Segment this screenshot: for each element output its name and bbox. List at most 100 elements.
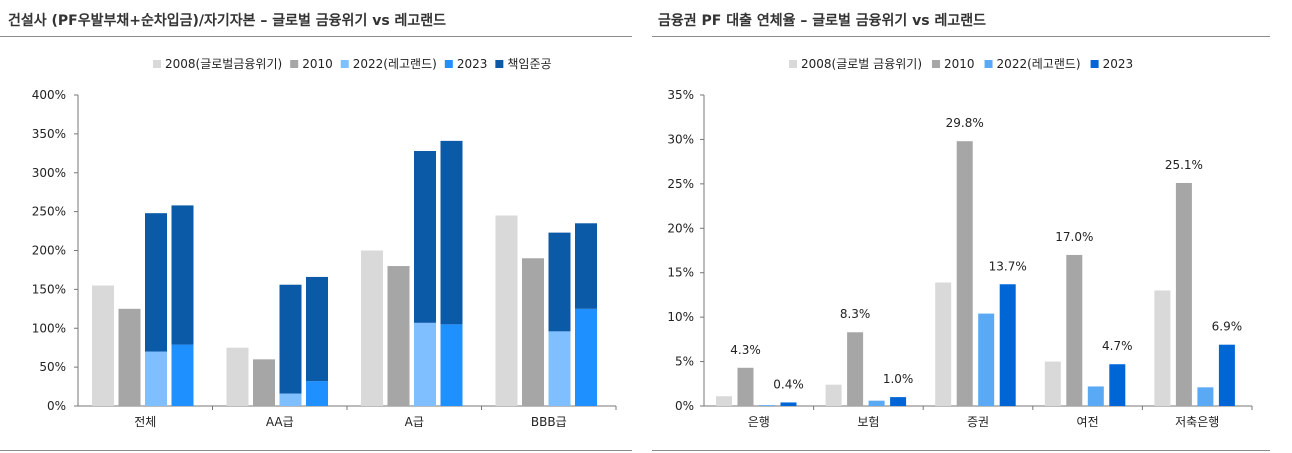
left-bar-2-3 <box>548 331 571 406</box>
left-y-tick-label: 400% <box>32 88 66 102</box>
right-data-label: 29.8% <box>946 116 984 130</box>
left-stack-bar-3-2 <box>440 140 463 325</box>
right-data-label: 6.9% <box>1212 320 1243 334</box>
right-chart-panel: 금융권 PF 대출 연체율 – 글로벌 금융위기 vs 레고랜드 2008(글로… <box>652 0 1292 453</box>
right-bar-3-3 <box>1109 364 1126 406</box>
left-stack-bar-3-3 <box>575 223 597 309</box>
right-data-label: 0.4% <box>773 377 804 391</box>
right-x-tick-label: 저축은행 <box>1175 414 1219 429</box>
right-bar-0-3 <box>1044 361 1061 406</box>
right-x-tick-label: 은행 <box>748 414 770 429</box>
left-bar-chart: 2008(글로벌금융위기) 2010 2022(레고랜드) 2023 책임준공 0% 50%… <box>32 56 617 429</box>
right-bar-0-0 <box>716 396 732 406</box>
right-bar-3-4 <box>1218 344 1235 406</box>
left-y-tick-label: 0% <box>47 399 66 413</box>
left-legend-swatch-2 <box>340 60 349 68</box>
right-chart-title: 금융권 PF 대출 연체율 – 글로벌 금융위기 vs 레고랜드 <box>658 13 986 29</box>
left-bar-2-1 <box>279 393 302 406</box>
left-y-tick-label: 50% <box>39 360 66 374</box>
left-legend-swatch-4 <box>495 60 504 68</box>
right-y-tick-label: 20% <box>667 221 694 235</box>
right-legend-swatch-2 <box>984 60 993 68</box>
right-y-tick-label: 0% <box>675 399 694 413</box>
right-data-label: 13.7% <box>989 259 1027 273</box>
left-chart-panel: 건설사 (PF우발부채+순차입금)/자기자본 – 글로벌 금융위기 vs 레고랜… <box>0 0 640 453</box>
right-bar-1-4 <box>1175 182 1192 406</box>
right-bar-2-3 <box>1087 386 1104 406</box>
left-bar-1-2 <box>387 266 410 406</box>
right-y-tick-label: 15% <box>667 266 694 280</box>
right-data-label: 4.7% <box>1102 339 1133 353</box>
right-data-label: 4.3% <box>730 343 761 357</box>
left-bar-0-3 <box>495 215 518 406</box>
right-bar-0-4 <box>1154 290 1171 406</box>
left-y-tick-label: 150% <box>32 282 66 296</box>
left-stack-bar-2-1 <box>279 284 302 394</box>
right-x-tick-label: 보험 <box>857 415 879 429</box>
left-bar-1-0 <box>118 308 141 406</box>
right-legend-label-1: 2010 <box>944 57 975 71</box>
right-title-divider <box>652 36 1270 37</box>
left-x-tick-label: A급 <box>405 415 424 429</box>
right-bar-1-3 <box>1066 254 1083 406</box>
right-bar-3-2 <box>999 284 1016 406</box>
left-legend-label-0: 2008(글로벌금융위기) <box>165 57 282 71</box>
right-bar-2-4 <box>1197 387 1214 406</box>
left-bar-0-2 <box>361 250 383 406</box>
left-legend-label-4: 책임준공 <box>507 56 551 71</box>
left-stack-bar-3-0 <box>171 205 194 345</box>
right-data-label: 8.3% <box>840 307 871 321</box>
right-x-tick-label: 여전 <box>1077 415 1099 429</box>
left-bar-3-1 <box>306 381 328 406</box>
right-y-tick-label: 25% <box>667 177 694 191</box>
right-legend-swatch-3 <box>1090 60 1099 68</box>
right-y-tick-label: 30% <box>667 132 694 146</box>
left-y-tick-label: 250% <box>32 205 66 219</box>
right-data-label: 25.1% <box>1165 158 1203 172</box>
right-y-tick-label: 35% <box>667 88 694 102</box>
right-bottom-divider <box>652 450 1270 451</box>
right-bar-3-0 <box>780 402 797 406</box>
left-title-divider <box>0 36 632 37</box>
left-bottom-divider <box>0 450 632 451</box>
left-bar-0-0 <box>92 285 114 406</box>
right-x-tick-label: 증권 <box>967 415 989 429</box>
left-stack-bar-2-2 <box>414 150 436 323</box>
left-x-tick-label: AA급 <box>266 415 294 429</box>
right-bar-2-0 <box>759 405 775 406</box>
left-legend-label-3: 2023 <box>457 57 488 71</box>
right-legend-label-3: 2023 <box>1103 57 1134 71</box>
right-bar-1-2 <box>956 141 973 406</box>
right-data-label: 17.0% <box>1055 230 1093 244</box>
left-x-tick-label: BBB급 <box>531 415 567 429</box>
left-y-tick-label: 350% <box>32 127 66 141</box>
right-legend-swatch-0 <box>789 60 797 68</box>
left-y-tick-label: 100% <box>32 321 66 335</box>
right-bar-1-1 <box>847 332 864 406</box>
right-bar-chart: 2008(글로벌 금융위기) 2010 2022(레고랜드) 2023 0% 5% 10% 1… <box>667 57 1253 429</box>
left-y-tick-label: 300% <box>32 166 66 180</box>
left-legend-swatch-1 <box>290 60 299 68</box>
right-y-tick-label: 5% <box>675 355 694 369</box>
right-legend-label-2: 2022(레고랜드) <box>997 57 1081 71</box>
left-bar-1-1 <box>253 359 275 406</box>
left-x-tick-label: 전체 <box>134 415 156 429</box>
left-legend-label-1: 2010 <box>302 57 333 71</box>
left-bar-2-2 <box>414 322 436 406</box>
right-bar-3-1 <box>890 397 907 406</box>
right-legend-label-0: 2008(글로벌 금융위기) <box>801 57 922 71</box>
left-chart-title: 건설사 (PF우발부채+순차입금)/자기자본 – 글로벌 금융위기 vs 레고랜… <box>8 13 447 29</box>
left-bar-1-3 <box>522 258 544 406</box>
left-bar-3-3 <box>575 308 597 406</box>
right-bar-2-2 <box>978 313 995 406</box>
left-stack-bar-2-3 <box>548 232 571 332</box>
left-stack-bar-2-0 <box>145 213 167 352</box>
right-bar-0-2 <box>935 282 952 406</box>
left-legend-swatch-0 <box>153 60 161 68</box>
right-bar-2-1 <box>868 400 885 406</box>
left-bar-0-1 <box>226 347 249 406</box>
left-bar-2-0 <box>145 351 167 406</box>
left-bar-3-0 <box>171 344 194 406</box>
left-stack-bar-3-1 <box>306 276 328 382</box>
left-legend-label-2: 2022(레고랜드) <box>353 57 437 71</box>
